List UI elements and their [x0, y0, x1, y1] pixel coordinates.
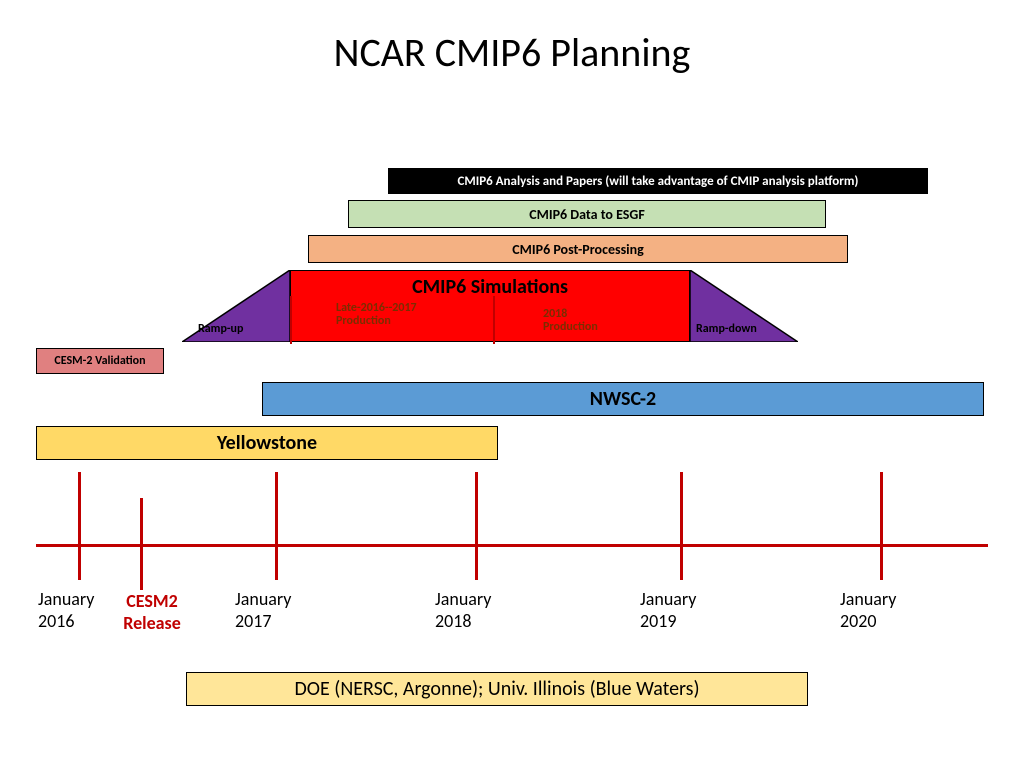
timeline-tick	[680, 472, 683, 580]
sim-sublabel-late2016: Late-2016--2017 Production	[336, 302, 424, 328]
bar-data-to-esgf: CMIP6 Data to ESGF	[348, 200, 826, 228]
sim-inner-tick	[493, 296, 495, 344]
timeline-tick-label: January2020	[840, 588, 930, 632]
timeline-tick-label: January2018	[435, 588, 525, 632]
bar-yellowstone: Yellowstone	[36, 426, 498, 460]
bar-analysis-papers: CMIP6 Analysis and Papers (will take adv…	[388, 168, 928, 194]
bar-validation-label: CESM-2 Validation	[54, 354, 145, 368]
bar-sims-label: CMIP6 Simulations	[412, 275, 568, 299]
bar-cesm2-validation: CESM-2 Validation	[36, 348, 164, 374]
timeline-tick-label: January2019	[640, 588, 730, 632]
page-title: NCAR CMIP6 Planning	[0, 28, 1024, 77]
bar-doe-label: DOE (NERSC, Argonne); Univ. Illinois (Bl…	[294, 677, 699, 701]
bar-doe: DOE (NERSC, Argonne); Univ. Illinois (Bl…	[186, 672, 808, 706]
cesm2-release-label: CESM2Release	[108, 590, 196, 634]
timeline-tick-label: January2017	[235, 588, 325, 632]
rampup-label: Ramp-up	[198, 322, 243, 336]
bar-yellowstone-label: Yellowstone	[217, 431, 317, 455]
sim-inner-tick	[290, 296, 292, 344]
timeline-tick	[475, 472, 478, 580]
timeline-tick	[275, 472, 278, 580]
bar-analysis-label: CMIP6 Analysis and Papers (will take adv…	[458, 174, 859, 189]
timeline-tick	[140, 498, 143, 590]
sim-sublabel-2018: 2018 Production	[543, 308, 623, 334]
rampdown-label: Ramp-down	[696, 322, 757, 336]
timeline-tick	[880, 472, 883, 580]
bar-nwsc2: NWSC-2	[262, 382, 984, 416]
bar-esgf-label: CMIP6 Data to ESGF	[529, 206, 645, 223]
timeline-tick	[78, 472, 81, 580]
bar-post-processing: CMIP6 Post-Processing	[308, 235, 848, 263]
bar-postproc-label: CMIP6 Post-Processing	[512, 241, 644, 258]
timeline-axis	[36, 544, 988, 547]
bar-nwsc2-label: NWSC-2	[590, 387, 656, 411]
